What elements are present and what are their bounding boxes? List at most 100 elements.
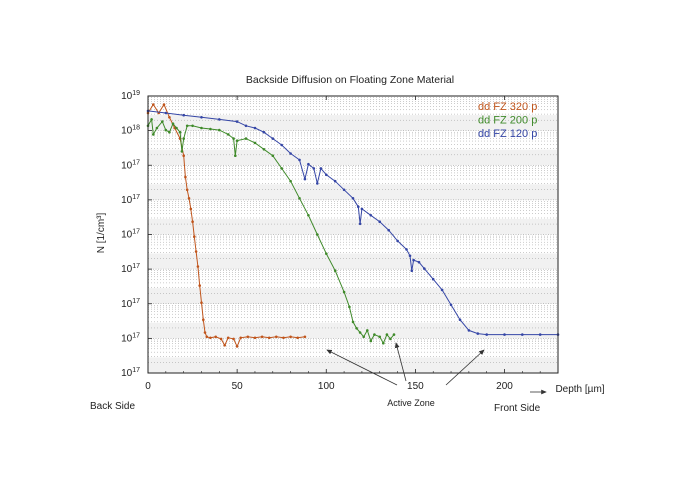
data-point	[218, 118, 221, 121]
data-point	[467, 329, 471, 332]
front-side-label: Front Side	[494, 403, 541, 414]
data-point	[325, 173, 328, 177]
data-point	[289, 179, 292, 183]
data-point	[280, 167, 284, 170]
data-point	[333, 179, 337, 183]
data-point	[385, 333, 389, 336]
data-point	[246, 335, 250, 339]
data-point	[396, 239, 399, 243]
y-tick-label: 1017	[121, 332, 140, 344]
data-point	[205, 335, 209, 339]
data-point	[358, 331, 362, 334]
data-point	[189, 207, 193, 211]
legend-entry: dd FZ 120 p	[478, 128, 537, 140]
data-point	[357, 205, 360, 209]
data-point	[325, 252, 328, 255]
y-tick-label: 1018	[121, 125, 140, 137]
data-point	[175, 126, 178, 130]
data-point	[185, 188, 189, 192]
data-point	[214, 335, 217, 339]
data-point	[152, 133, 155, 136]
data-point	[262, 130, 266, 134]
data-point	[202, 318, 205, 322]
x-tick-label: 50	[232, 381, 244, 392]
grid	[148, 95, 558, 374]
data-point	[280, 143, 284, 147]
data-point	[200, 301, 203, 305]
arrow-to-blue-steep	[394, 342, 407, 382]
data-point	[253, 126, 257, 130]
y-tick-label: 1017	[121, 194, 140, 206]
data-point	[235, 345, 239, 348]
data-point	[275, 335, 278, 339]
arrow-to-front	[445, 349, 485, 386]
data-point	[193, 235, 196, 238]
x-tick-label: 100	[318, 381, 335, 392]
data-point	[182, 137, 185, 140]
data-point	[360, 207, 364, 211]
data-point	[168, 130, 171, 134]
data-point	[342, 188, 346, 192]
data-point	[355, 327, 358, 330]
legend: dd FZ 320 p dd FZ 200 pdd FZ 120 p	[478, 101, 537, 140]
data-point	[219, 337, 223, 341]
data-point	[307, 214, 310, 217]
data-point	[538, 333, 542, 336]
data-point	[392, 333, 396, 336]
data-point	[209, 127, 212, 131]
data-point	[182, 154, 185, 157]
data-point	[405, 248, 408, 251]
series-dd-fz-120-p	[146, 109, 560, 336]
data-point	[316, 233, 319, 236]
data-point	[178, 130, 182, 134]
data-point	[164, 111, 168, 115]
data-point	[185, 124, 189, 128]
data-point	[412, 258, 415, 262]
data-point	[234, 154, 237, 157]
data-point	[253, 141, 257, 145]
grid-band	[148, 322, 558, 339]
data-point	[503, 333, 506, 336]
data-point	[150, 118, 153, 121]
data-point	[440, 288, 444, 292]
series-line	[147, 110, 558, 336]
x-tick-label: 150	[407, 381, 424, 392]
annotations: Active Zone Back Side Front Side	[90, 342, 547, 414]
data-point	[351, 197, 355, 200]
data-point	[378, 220, 382, 223]
data-point	[171, 122, 175, 125]
data-point	[168, 116, 171, 119]
back-side-label: Back Side	[90, 401, 135, 412]
data-point	[226, 133, 230, 136]
data-point	[289, 152, 292, 155]
y-tick-label: 1017	[121, 367, 140, 379]
data-point	[200, 116, 203, 119]
data-point	[319, 167, 323, 170]
data-point	[164, 128, 168, 132]
active-zone-label: Active Zone	[387, 398, 435, 408]
data-point	[307, 162, 310, 166]
data-point	[235, 120, 239, 123]
data-point	[316, 182, 319, 185]
chart-title: Backside Diffusion on Floating Zone Mate…	[246, 74, 454, 86]
data-point	[194, 250, 198, 253]
data-point	[155, 126, 159, 130]
grid-band	[148, 357, 558, 373]
arrow-to-green	[326, 349, 398, 386]
data-point	[187, 197, 191, 200]
grid-band	[148, 184, 558, 200]
data-point	[226, 336, 230, 340]
series-dd-fz-200-p	[146, 117, 396, 345]
data-point	[223, 344, 226, 347]
data-point	[209, 336, 212, 340]
legend-entry: dd FZ 200 p	[478, 115, 537, 127]
data-point	[198, 284, 201, 287]
data-point	[521, 333, 524, 336]
y-axis-title: N [1/cm³]	[96, 213, 107, 254]
data-point	[196, 265, 200, 268]
data-point	[458, 318, 462, 322]
data-point	[476, 332, 480, 335]
series-layer	[146, 103, 560, 348]
data-point	[378, 335, 382, 339]
